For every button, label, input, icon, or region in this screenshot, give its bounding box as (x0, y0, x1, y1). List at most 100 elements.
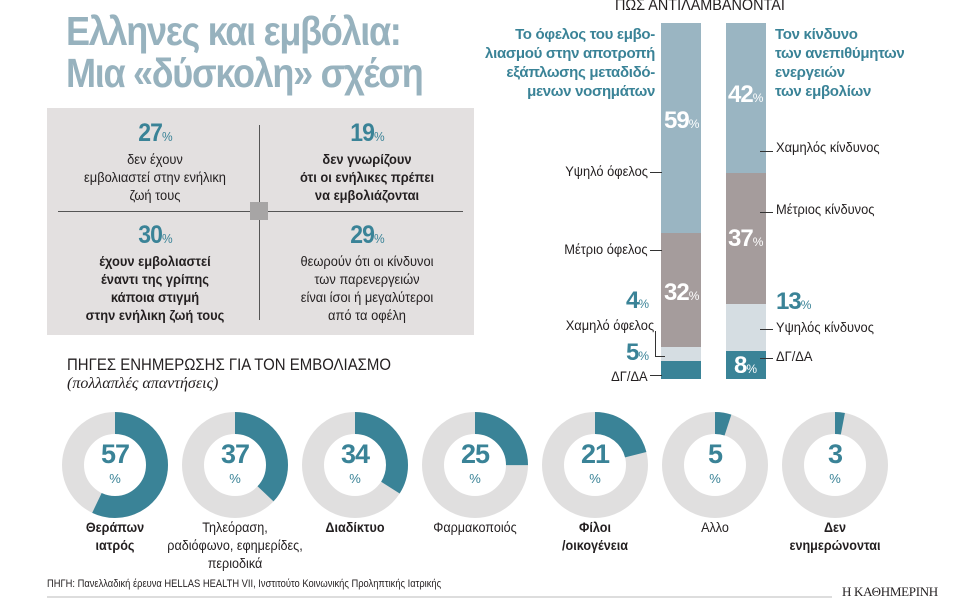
stacked-bar (726, 23, 766, 379)
stat-value: 19% (270, 120, 463, 150)
segment-label: Μέτριο όφελος (564, 241, 648, 257)
page-title: Ελληνες και εμβόλια: Μια «δύσκολη» σχέση (66, 8, 424, 96)
donut-label: Αλλο (639, 518, 792, 536)
donut-svg (182, 412, 288, 518)
bar-segment (661, 346, 701, 362)
segment-value: 5% (626, 340, 649, 369)
stat-block: 30% έχουν εμβολιαστεί έναντι της γρίπης κάπ… (58, 222, 251, 324)
bar-segment (726, 350, 766, 379)
donut-value: 34 (340, 439, 370, 469)
caption-line: Τον κίνδυνο (775, 26, 858, 43)
stat-unit: % (162, 129, 173, 144)
pct-value: 4 (626, 287, 639, 314)
stat-text: στην ενήλικη ζωή τους (85, 307, 225, 323)
donut-chart: 3% (781, 411, 889, 519)
footer-line (47, 596, 832, 598)
donut-unit: % (109, 471, 121, 486)
donut-label: Δεν ενημερώνονται (759, 518, 912, 554)
donut-slice (62, 412, 168, 518)
bar-segment (726, 304, 766, 351)
donut-chart: 5% (661, 411, 769, 519)
pct-unit: % (638, 349, 649, 363)
bar-segment (661, 233, 701, 347)
stat-value: 27% (58, 120, 251, 150)
donut-svg (422, 412, 528, 518)
donut-value: 25 (460, 439, 490, 469)
label-line: ιατρός (95, 537, 135, 553)
leader-line (650, 172, 662, 173)
label-line: Θεράπων (85, 519, 145, 535)
stat-number: 27 (138, 119, 163, 147)
stat-text: να εμβολιάζονται (314, 187, 420, 203)
donut-label: Θεράπων ιατρός (39, 518, 192, 554)
pct-unit: % (752, 235, 764, 249)
stat-unit: % (162, 231, 173, 246)
donut-slice (302, 412, 408, 518)
label-line: Δεν (823, 519, 847, 535)
stat-unit: % (374, 231, 385, 246)
segment-value: 37% (728, 225, 764, 255)
stat-block: 29% θεωρούν ότι οι κίνδυνοι των παρενεργει… (270, 222, 463, 324)
stat-block: 27% δεν έχουν εμβολιαστεί στην ενήλικη ζωή … (58, 120, 251, 204)
leader-line (655, 356, 665, 357)
label-line: Αλλο (701, 519, 729, 535)
brand-logo: Η ΚΑΘΗΜΕΡΙΝΗ (842, 584, 938, 599)
stat-number: 29 (350, 221, 375, 249)
label-line: Τηλεόραση, (202, 519, 268, 535)
segment-label: Χαμηλό όφελος (565, 317, 654, 333)
segment-label: Υψηλός κίνδυνος (776, 319, 874, 335)
caption-line: των εμβολίων (775, 83, 871, 100)
pct-value: 32 (664, 279, 690, 306)
pct-value: 37 (728, 225, 754, 252)
stacked-bar (661, 23, 701, 379)
stat-text: δεν γνωρίζουν (322, 151, 412, 167)
donut-chart: 25% (421, 411, 529, 519)
segment-value: 4% (626, 287, 649, 317)
stat-text: είναι ίσοι ή μεγαλύτεροι (300, 289, 434, 305)
pct-unit: % (752, 91, 764, 105)
donut-unit: % (349, 471, 361, 486)
source-note: ΠΗΓΗ: Πανελλαδική έρευνα HELLAS HEALTH V… (47, 578, 442, 590)
stat-number: 19 (350, 119, 375, 147)
donut-svg (542, 412, 648, 518)
donut-value: 21 (580, 439, 610, 469)
stat-text: δεν έχουν (127, 151, 183, 167)
donut-label: Φαρμακοποιός (399, 518, 552, 536)
caption-line: των ανεπιθύμητων (775, 45, 905, 62)
pct-unit: % (638, 297, 649, 311)
pct-value: 13 (776, 288, 802, 315)
leader-line (760, 212, 773, 213)
label-line: ραδιόφωνο, εφημερίδες, (167, 537, 303, 553)
bar-segment (661, 361, 701, 379)
bar-caption: Το όφελος του εμβο-λιασμού στην αποτροπή… (485, 25, 655, 101)
donut-value: 37 (220, 439, 250, 469)
donut-chart: 21% (541, 411, 649, 519)
donut-unit: % (829, 471, 841, 486)
sources-subtitle: (πολλαπλές απαντήσεις) (67, 375, 219, 392)
donut-unit: % (229, 471, 241, 486)
pct-unit: % (800, 298, 812, 312)
bar-segment (661, 23, 701, 234)
stat-text: θεωρούν ότι οι κίνδυνοι (300, 253, 434, 269)
segment-label: ΔΓ/ΔΑ (776, 348, 813, 364)
segment-value: 8% (734, 352, 757, 382)
caption-line: Το όφελος του εμβο- (515, 26, 655, 43)
leader-line (650, 250, 662, 251)
stat-text: έχουν εμβολιαστεί (99, 253, 211, 269)
perception-title: ΠΩΣ ΑΝΤΙΛΑΜΒΑΝΟΝΤΑΙ (615, 0, 785, 14)
label-line: Φίλοι (579, 519, 611, 535)
donut-slice (782, 412, 888, 518)
donut-svg (782, 412, 888, 518)
donut-chart: 57% (61, 411, 169, 519)
donut-value: 3 (827, 439, 843, 469)
stat-text: έναντι της γρίπης (100, 271, 209, 287)
label-line: περιοδικά (207, 555, 263, 571)
sources-title: ΠΗΓΕΣ ΕΝΗΜΕΡΩΣΗΣ ΓΙΑ ΤΟΝ ΕΜΒΟΛΙΑΣΜΟ (67, 355, 392, 374)
stat-text: ζωή τους (129, 187, 181, 203)
caption-line: λιασμού στην αποτροπή (485, 45, 655, 62)
donut-slice (542, 412, 648, 518)
donut-unit: % (589, 471, 601, 486)
donut-unit: % (469, 471, 481, 486)
donut-slice (662, 412, 768, 518)
pct-value: 8 (734, 352, 747, 379)
